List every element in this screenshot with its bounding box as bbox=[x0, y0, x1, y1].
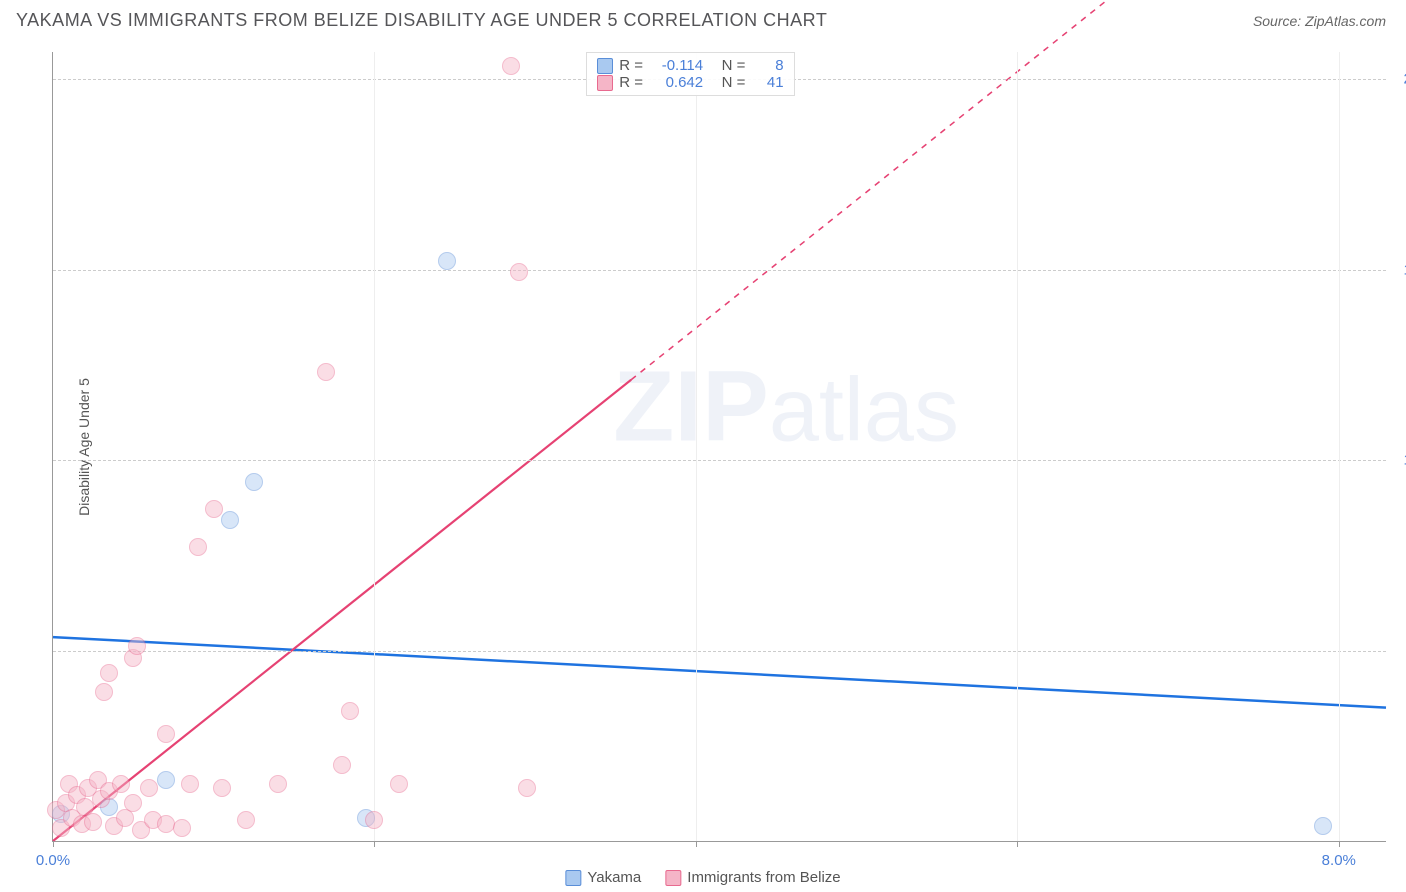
gridline-vertical bbox=[374, 52, 375, 841]
data-point bbox=[1314, 817, 1332, 835]
gridline-vertical bbox=[696, 52, 697, 841]
data-point bbox=[502, 57, 520, 75]
legend-label: Immigrants from Belize bbox=[687, 869, 840, 886]
legend-r-value: -0.114 bbox=[653, 57, 703, 74]
x-tick bbox=[1017, 841, 1018, 847]
stats-legend: R = -0.114 N = 8R = 0.642 N = 41 bbox=[586, 52, 794, 96]
data-point bbox=[269, 775, 287, 793]
data-point bbox=[510, 263, 528, 281]
gridline-vertical bbox=[1339, 52, 1340, 841]
legend-swatch bbox=[665, 870, 681, 886]
data-point bbox=[221, 511, 239, 529]
data-point bbox=[213, 779, 231, 797]
data-point bbox=[518, 779, 536, 797]
legend-n-label: N = bbox=[709, 57, 749, 74]
data-point bbox=[157, 815, 175, 833]
data-point bbox=[140, 779, 158, 797]
x-tick bbox=[53, 841, 54, 847]
data-point bbox=[365, 811, 383, 829]
series-legend: Yakama Immigrants from Belize bbox=[565, 869, 840, 886]
legend-swatch bbox=[597, 58, 613, 74]
data-point bbox=[237, 811, 255, 829]
legend-row: R = -0.114 N = 8 bbox=[597, 57, 783, 74]
legend-swatch bbox=[597, 75, 613, 91]
gridline-vertical bbox=[1017, 52, 1018, 841]
plot-area: Disability Age Under 5 ZIPatlas 5.0%10.0… bbox=[52, 52, 1386, 842]
x-tick bbox=[696, 841, 697, 847]
trend-lines-layer bbox=[53, 52, 1386, 841]
legend-swatch bbox=[565, 870, 581, 886]
y-tick-label: 10.0% bbox=[1396, 452, 1406, 469]
trend-line bbox=[53, 637, 1386, 708]
chart-title: YAKAMA VS IMMIGRANTS FROM BELIZE DISABIL… bbox=[16, 10, 827, 31]
data-point bbox=[333, 756, 351, 774]
gridline-horizontal bbox=[53, 651, 1386, 652]
data-point bbox=[205, 500, 223, 518]
y-tick-label: 5.0% bbox=[1396, 643, 1406, 660]
data-point bbox=[100, 664, 118, 682]
legend-item: Yakama bbox=[565, 869, 641, 886]
x-tick bbox=[1339, 841, 1340, 847]
source-attribution: Source: ZipAtlas.com bbox=[1253, 13, 1386, 29]
y-tick-label: 15.0% bbox=[1396, 261, 1406, 278]
gridline-horizontal bbox=[53, 460, 1386, 461]
data-point bbox=[341, 702, 359, 720]
data-point bbox=[128, 637, 146, 655]
chart-header: YAKAMA VS IMMIGRANTS FROM BELIZE DISABIL… bbox=[0, 0, 1406, 37]
legend-n-value: 8 bbox=[756, 57, 784, 74]
data-point bbox=[157, 771, 175, 789]
x-tick bbox=[374, 841, 375, 847]
data-point bbox=[124, 794, 142, 812]
legend-label: Yakama bbox=[587, 869, 641, 886]
legend-r-value: 0.642 bbox=[653, 74, 703, 91]
data-point bbox=[181, 775, 199, 793]
data-point bbox=[95, 683, 113, 701]
x-tick-label: 8.0% bbox=[1322, 852, 1356, 869]
data-point bbox=[84, 813, 102, 831]
data-point bbox=[173, 819, 191, 837]
x-tick-label: 0.0% bbox=[36, 852, 70, 869]
legend-n-value: 41 bbox=[756, 74, 784, 91]
data-point bbox=[245, 473, 263, 491]
legend-r-label: R = bbox=[619, 74, 647, 91]
legend-n-label: N = bbox=[709, 74, 749, 91]
data-point bbox=[390, 775, 408, 793]
data-point bbox=[157, 725, 175, 743]
legend-row: R = 0.642 N = 41 bbox=[597, 74, 783, 91]
legend-r-label: R = bbox=[619, 57, 647, 74]
y-tick-label: 20.0% bbox=[1396, 70, 1406, 87]
data-point bbox=[438, 252, 456, 270]
data-point bbox=[317, 363, 335, 381]
data-point bbox=[112, 775, 130, 793]
legend-item: Immigrants from Belize bbox=[665, 869, 840, 886]
gridline-horizontal bbox=[53, 270, 1386, 271]
data-point bbox=[189, 538, 207, 556]
plot-canvas: ZIPatlas 5.0%10.0%15.0%20.0%0.0%8.0% bbox=[53, 52, 1386, 841]
